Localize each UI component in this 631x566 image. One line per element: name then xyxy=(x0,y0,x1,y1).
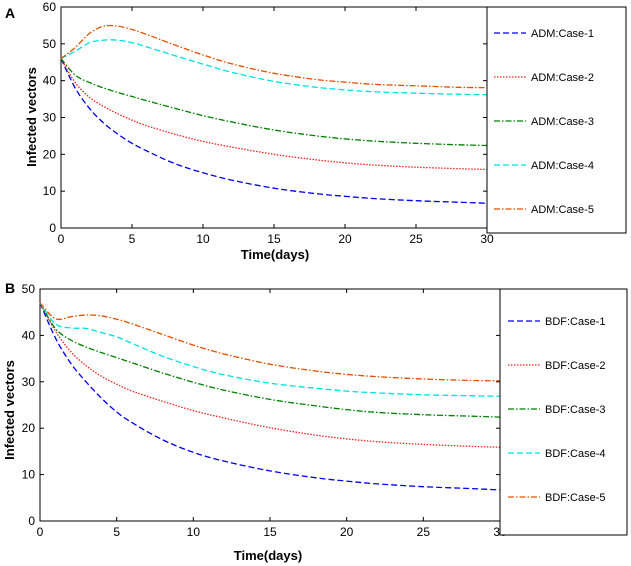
panel-label-b: B xyxy=(5,280,15,296)
x-tick-label: 25 xyxy=(417,525,431,539)
legend-box-b xyxy=(499,288,628,536)
x-tick-label: 10 xyxy=(187,525,201,539)
plot-frame-a xyxy=(60,6,488,229)
y-tick-label: 20 xyxy=(43,147,57,161)
x-axis-label-b: Time(days) xyxy=(234,548,302,563)
x-tick-label: 15 xyxy=(267,232,281,246)
series-line-adm-case-5 xyxy=(60,24,488,89)
x-tick-label: 0 xyxy=(58,232,65,246)
panel-a: A 0 5 10 15 20 25 30 0 10 20 30 40 50 60 Time(days) I… xyxy=(5,0,627,262)
legend-label: ADM:Case-3 xyxy=(531,116,594,128)
legend-label: BDF:Case-4 xyxy=(545,448,606,460)
y-tick-label: 60 xyxy=(43,0,57,14)
y-axis-label-a: Infected vectors xyxy=(24,67,39,167)
x-tick-label: 30 xyxy=(480,232,494,246)
x-tick-label: 0 xyxy=(37,525,44,539)
y-tick-label: 20 xyxy=(22,421,36,435)
x-tick-label: 10 xyxy=(196,232,210,246)
legend-label: BDF:Case-3 xyxy=(545,404,606,416)
y-tick-label: 50 xyxy=(43,37,57,51)
series-line-bdf-case-5 xyxy=(39,302,501,382)
series-line-bdf-case-1 xyxy=(39,302,501,491)
legend-label: BDF:Case-2 xyxy=(545,360,606,372)
series-line-adm-case-1 xyxy=(60,58,488,204)
legend-label: ADM:Case-1 xyxy=(531,28,594,40)
y-tick-label: 0 xyxy=(28,514,35,528)
y-tick-label: 30 xyxy=(43,111,57,125)
y-tick-label: 50 xyxy=(22,282,36,296)
series-line-bdf-case-3 xyxy=(39,302,501,418)
plot-frame-b xyxy=(39,288,501,522)
series-line-adm-case-3 xyxy=(60,58,488,147)
y-axis-label-b: Infected vectors xyxy=(2,360,17,460)
x-tick-label: 5 xyxy=(113,525,120,539)
series-line-bdf-case-4 xyxy=(39,302,501,397)
series-line-bdf-case-2 xyxy=(39,302,501,448)
x-tick-label: 20 xyxy=(338,232,352,246)
series-line-adm-case-2 xyxy=(60,58,488,171)
legend-label: ADM:Case-5 xyxy=(531,204,594,216)
legend-label: BDF:Case-1 xyxy=(545,316,606,328)
x-axis-label-a: Time(days) xyxy=(241,247,309,262)
y-tick-label: 0 xyxy=(49,221,56,235)
legend-box-a xyxy=(486,6,627,234)
x-tick-label: 20 xyxy=(340,525,354,539)
x-tick-label: 5 xyxy=(129,232,136,246)
panel-label-a: A xyxy=(5,5,15,21)
legend-label: BDF:Case-5 xyxy=(545,492,606,504)
y-tick-label: 40 xyxy=(22,328,36,342)
y-tick-label: 10 xyxy=(43,184,57,198)
series-line-adm-case-4 xyxy=(60,39,488,96)
x-tick-label: 25 xyxy=(409,232,423,246)
y-tick-label: 40 xyxy=(43,74,57,88)
x-tick-label: 15 xyxy=(263,525,277,539)
legend-label: ADM:Case-4 xyxy=(531,160,594,172)
y-tick-label: 30 xyxy=(22,375,36,389)
y-tick-label: 10 xyxy=(22,468,36,482)
legend-label: ADM:Case-2 xyxy=(531,72,594,84)
